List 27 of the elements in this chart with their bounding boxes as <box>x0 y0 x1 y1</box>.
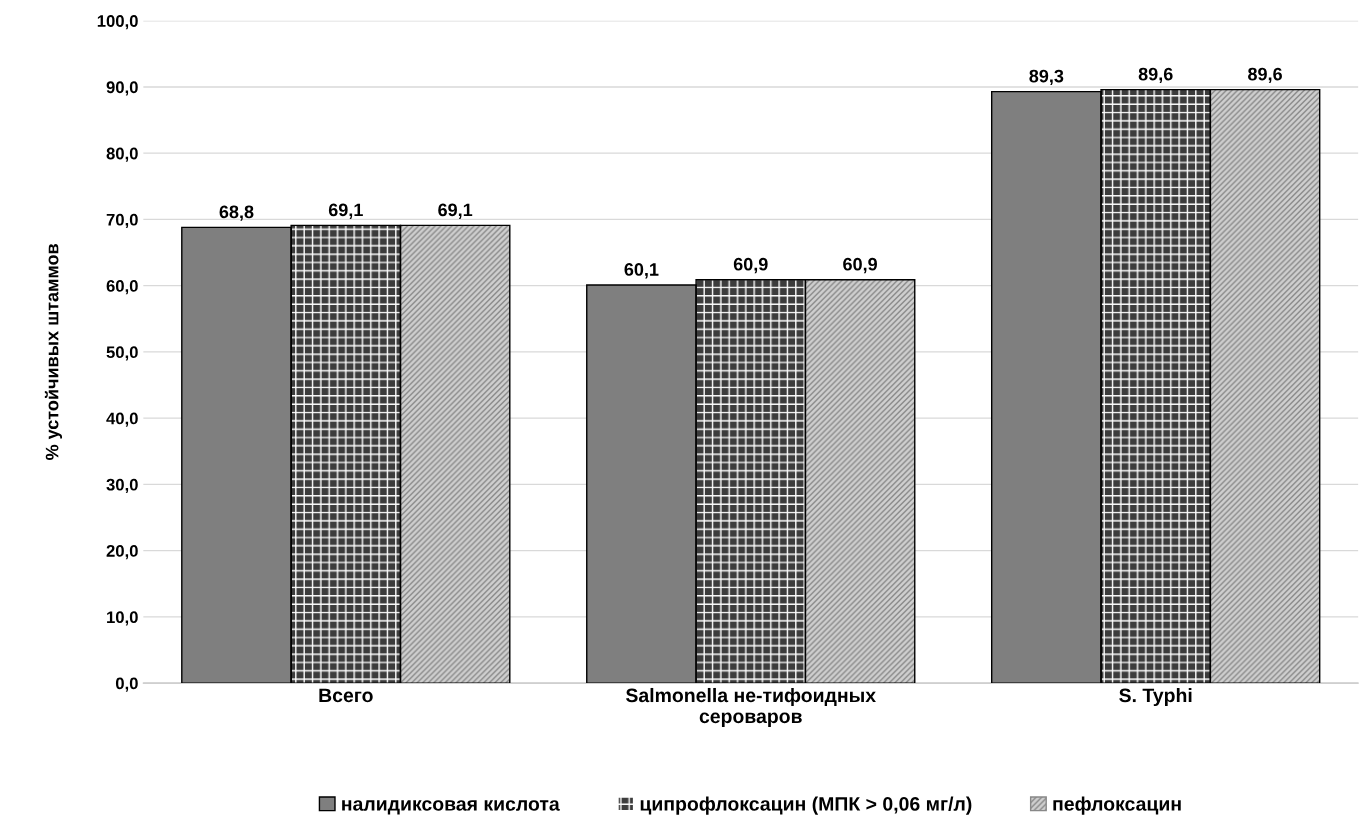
y-axis-title: % устойчивых штаммов <box>44 244 63 460</box>
x-tick-label: S. Typhi <box>1119 687 1192 707</box>
y-tick-label: 50,0 <box>106 346 138 361</box>
legend-label: ципрофлоксацин (МПК > 0,06 мг/л) <box>640 796 972 815</box>
legend-label: налидиксовая кислота <box>342 800 560 815</box>
data-label: 60,9 <box>733 257 768 274</box>
legend-label: пефлоксацин <box>1053 796 1181 815</box>
y-tick-label: 100,0 <box>97 15 138 30</box>
y-tick-label: 10,0 <box>107 611 138 626</box>
y-tick-label: 0,0 <box>115 677 138 692</box>
y-tick-label: 80,0 <box>106 147 138 162</box>
x-tick-label: Salmonella не-тифоидных сероваров <box>625 687 876 728</box>
data-label: 69,1 <box>328 203 363 219</box>
data-label: 89,6 <box>1138 67 1173 84</box>
y-tick-label: 90,0 <box>106 81 138 96</box>
y-tick-label: 40,0 <box>106 412 138 427</box>
data-label: 69,1 <box>438 203 473 219</box>
data-label: 60,1 <box>624 263 659 279</box>
y-tick-label: 70,0 <box>106 213 138 229</box>
data-label: 60,9 <box>843 257 877 274</box>
data-label: 89,6 <box>1248 67 1282 84</box>
y-tick-label: 60,0 <box>106 280 138 295</box>
y-tick-label: 30,0 <box>106 478 138 493</box>
y-tick-label: 20,0 <box>106 545 138 560</box>
data-label: 89,3 <box>1029 69 1064 86</box>
data-label: 68,8 <box>219 205 254 221</box>
x-tick-label: Всего <box>319 688 373 703</box>
